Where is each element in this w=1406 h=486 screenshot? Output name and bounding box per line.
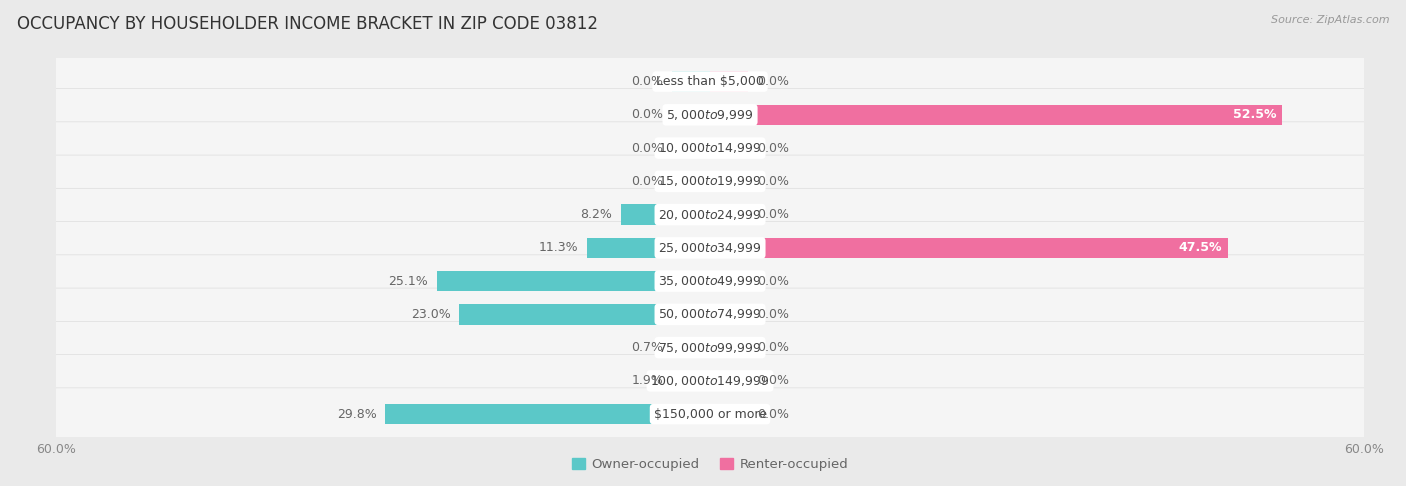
- Text: 8.2%: 8.2%: [581, 208, 612, 221]
- FancyBboxPatch shape: [53, 55, 1367, 108]
- Bar: [710, 71, 748, 92]
- FancyBboxPatch shape: [53, 222, 1367, 274]
- Text: $25,000 to $34,999: $25,000 to $34,999: [658, 241, 762, 255]
- Text: $150,000 or more: $150,000 or more: [654, 408, 766, 420]
- FancyBboxPatch shape: [53, 122, 1367, 174]
- Text: 0.0%: 0.0%: [756, 308, 789, 321]
- Text: 0.0%: 0.0%: [631, 175, 664, 188]
- Text: $75,000 to $99,999: $75,000 to $99,999: [658, 341, 762, 355]
- Bar: [710, 337, 748, 358]
- Bar: [672, 138, 710, 158]
- Text: 11.3%: 11.3%: [538, 242, 578, 254]
- Text: 23.0%: 23.0%: [411, 308, 451, 321]
- Text: $5,000 to $9,999: $5,000 to $9,999: [666, 108, 754, 122]
- Text: 0.0%: 0.0%: [756, 141, 789, 155]
- Bar: [672, 370, 710, 391]
- FancyBboxPatch shape: [53, 288, 1367, 341]
- Legend: Owner-occupied, Renter-occupied: Owner-occupied, Renter-occupied: [567, 452, 853, 476]
- Text: 0.0%: 0.0%: [631, 108, 664, 122]
- Text: $50,000 to $74,999: $50,000 to $74,999: [658, 307, 762, 321]
- FancyBboxPatch shape: [53, 388, 1367, 440]
- Bar: [710, 238, 1227, 258]
- Text: 0.0%: 0.0%: [756, 75, 789, 88]
- Bar: [385, 404, 710, 424]
- Text: 52.5%: 52.5%: [1233, 108, 1277, 122]
- Bar: [710, 404, 748, 424]
- Text: 0.0%: 0.0%: [631, 75, 664, 88]
- Text: 0.0%: 0.0%: [756, 208, 789, 221]
- Bar: [460, 304, 710, 325]
- Bar: [672, 171, 710, 191]
- Text: 0.0%: 0.0%: [756, 408, 789, 420]
- Bar: [710, 104, 1282, 125]
- Text: 0.0%: 0.0%: [631, 141, 664, 155]
- Text: 29.8%: 29.8%: [337, 408, 377, 420]
- FancyBboxPatch shape: [53, 321, 1367, 374]
- FancyBboxPatch shape: [53, 355, 1367, 407]
- Bar: [710, 171, 748, 191]
- FancyBboxPatch shape: [53, 155, 1367, 208]
- Text: $100,000 to $149,999: $100,000 to $149,999: [651, 374, 769, 388]
- Text: $20,000 to $24,999: $20,000 to $24,999: [658, 208, 762, 222]
- Text: 0.0%: 0.0%: [756, 175, 789, 188]
- Bar: [710, 271, 748, 292]
- Text: 0.0%: 0.0%: [756, 341, 789, 354]
- Text: 0.7%: 0.7%: [631, 341, 664, 354]
- Text: 0.0%: 0.0%: [756, 275, 789, 288]
- Bar: [436, 271, 710, 292]
- FancyBboxPatch shape: [53, 255, 1367, 307]
- Text: $35,000 to $49,999: $35,000 to $49,999: [658, 274, 762, 288]
- Text: 47.5%: 47.5%: [1178, 242, 1222, 254]
- Bar: [672, 104, 710, 125]
- Bar: [710, 138, 748, 158]
- FancyBboxPatch shape: [53, 88, 1367, 141]
- Text: $10,000 to $14,999: $10,000 to $14,999: [658, 141, 762, 155]
- Bar: [710, 370, 748, 391]
- Text: Source: ZipAtlas.com: Source: ZipAtlas.com: [1271, 15, 1389, 25]
- Text: 1.9%: 1.9%: [631, 374, 664, 387]
- Text: 0.0%: 0.0%: [756, 374, 789, 387]
- Bar: [586, 238, 710, 258]
- Text: $15,000 to $19,999: $15,000 to $19,999: [658, 174, 762, 189]
- Bar: [620, 204, 710, 225]
- Bar: [672, 337, 710, 358]
- Text: OCCUPANCY BY HOUSEHOLDER INCOME BRACKET IN ZIP CODE 03812: OCCUPANCY BY HOUSEHOLDER INCOME BRACKET …: [17, 15, 598, 33]
- Bar: [672, 71, 710, 92]
- FancyBboxPatch shape: [53, 189, 1367, 241]
- Text: Less than $5,000: Less than $5,000: [657, 75, 763, 88]
- Bar: [710, 204, 748, 225]
- Text: 25.1%: 25.1%: [388, 275, 427, 288]
- Bar: [710, 304, 748, 325]
